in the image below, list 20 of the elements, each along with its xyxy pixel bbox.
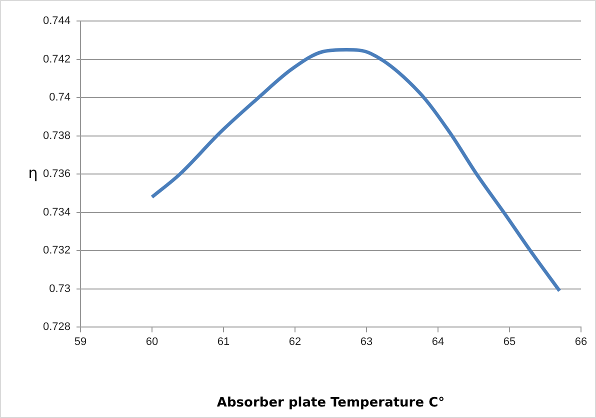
x-tick-label: 59 bbox=[74, 336, 87, 348]
x-axis-title: Absorber plate Temperature C° bbox=[216, 396, 445, 411]
y-tick-label: 0.728 bbox=[42, 321, 71, 334]
y-tick-label: 0.738 bbox=[42, 130, 71, 142]
y-tick-label: 0.73 bbox=[49, 282, 71, 295]
y-tick-label: 0.736 bbox=[42, 168, 71, 180]
line-series bbox=[150, 48, 562, 293]
y-axis-title: η bbox=[28, 164, 38, 182]
y-tick-label: 0.74 bbox=[49, 92, 71, 104]
x-tick-label: 66 bbox=[574, 336, 588, 348]
y-tick-label: 0.732 bbox=[42, 244, 71, 257]
x-tick-label: 64 bbox=[432, 336, 444, 348]
x-tick-label: 63 bbox=[360, 336, 373, 348]
x-tick-label: 60 bbox=[146, 336, 158, 348]
x-tick-label: 61 bbox=[217, 336, 230, 348]
x-tick-label: 62 bbox=[288, 336, 302, 348]
y-tick-label: 0.742 bbox=[42, 53, 71, 66]
y-tick-label: 0.734 bbox=[42, 206, 71, 218]
x-tick-label: 65 bbox=[503, 336, 516, 348]
y-tick-label: 0.744 bbox=[42, 15, 71, 28]
